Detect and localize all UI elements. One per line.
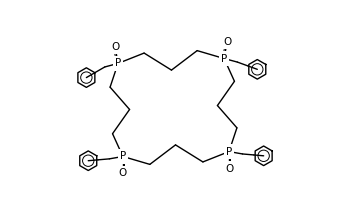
Text: P: P — [221, 54, 227, 63]
Text: P: P — [115, 58, 121, 68]
Text: O: O — [223, 37, 231, 47]
Text: P: P — [120, 152, 126, 161]
Text: O: O — [111, 42, 119, 52]
Text: P: P — [226, 147, 232, 157]
Text: O: O — [225, 164, 233, 174]
Text: O: O — [119, 168, 127, 178]
